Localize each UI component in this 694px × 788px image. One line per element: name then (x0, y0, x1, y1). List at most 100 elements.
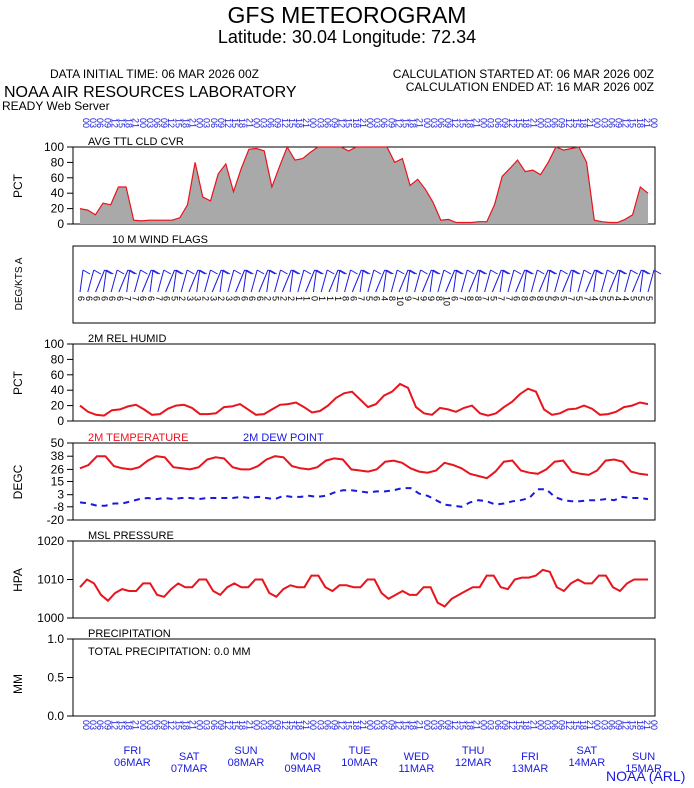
bottom-hour-label: 06 (209, 720, 219, 730)
page-title: GFS METEOROGRAM (227, 2, 467, 28)
wind-barb-flag (150, 269, 159, 275)
wind-speed-label: 6 (551, 296, 561, 301)
wind-speed-label: 2 (216, 296, 226, 301)
top-hour-label: 09 (500, 118, 510, 128)
top-hour-label: 18 (408, 118, 418, 128)
top-hour-label: 00 (592, 118, 602, 128)
wind-barb-flag (314, 269, 322, 275)
wind-barb-staff (445, 269, 456, 293)
wind-speed-label: 5 (644, 296, 654, 301)
wind-barb-staff (211, 269, 222, 293)
noaa-credit: NOAA (ARL) (606, 768, 686, 784)
bottom-hour-label: 00 (649, 720, 659, 730)
top-hour-label: 12 (337, 118, 347, 128)
pressure-line (79, 568, 648, 608)
day-name-label: FRI (124, 745, 142, 757)
wind-speed-label: 4 (590, 296, 600, 301)
wind-barb-flag (420, 269, 428, 275)
bottom-hour-label: 03 (543, 720, 553, 730)
wind-barb-staff (593, 269, 598, 293)
day-date-label: 10MAR (341, 757, 378, 769)
wind-barb-staff (523, 269, 528, 293)
wind-barb-staff (484, 269, 492, 293)
wind-barb-flag (431, 269, 439, 275)
temp-ylabel: DEGC (11, 464, 25, 499)
wind-barb-staff (204, 269, 211, 293)
pressure-yticks: 1000 1010 1020 (37, 534, 73, 625)
top-hour-label: 12 (280, 118, 290, 128)
wind-speed-labels: 6666667766765233232366662522110111867564… (76, 296, 654, 306)
wind-speed-label: 8 (341, 296, 351, 301)
wind-barb-staff (219, 269, 224, 293)
wind-barb-flag (630, 269, 638, 275)
top-hour-label: 15 (230, 118, 240, 128)
top-hour-label: 21 (472, 118, 482, 128)
temp-tick-label: 26 (51, 462, 65, 476)
wind-speed-label: 2 (286, 296, 296, 301)
bottom-hour-label: 06 (95, 720, 105, 730)
wind-barb-staff (172, 269, 177, 293)
wind-barb-flag (339, 269, 348, 275)
wind-barb-staff (188, 269, 199, 293)
wind-speed-label: 5 (558, 296, 568, 301)
wind-barb-flag (221, 269, 229, 275)
top-hour-label: 06 (379, 118, 389, 128)
bottom-hour-label: 06 (152, 720, 162, 730)
wind-barb-flag (199, 269, 207, 275)
wind-barb-staff (149, 269, 154, 293)
wind-barb-flag (197, 269, 206, 275)
rh-tick-label: 100 (44, 337, 64, 351)
day-date-label: 07MAR (171, 763, 208, 775)
precip-panel-title: PRECIPITATION (88, 628, 171, 640)
day-name-label: SAT (577, 745, 598, 757)
top-hour-label: 09 (102, 118, 112, 128)
wind-speed-label: 7 (504, 296, 514, 301)
pressure-tick-label: 1000 (37, 611, 64, 625)
wind-barb-staff (336, 269, 341, 293)
bottom-hour-label: 15 (571, 720, 581, 730)
wind-barb-flag (572, 269, 581, 275)
bottom-hour-label: 21 (188, 720, 198, 730)
bottom-hour-label: 21 (358, 720, 368, 730)
bottom-hour-label: 00 (138, 720, 148, 730)
wind-speed-label: 6 (138, 296, 148, 301)
wind-barb-flag (596, 269, 604, 275)
top-hour-label: 00 (81, 118, 91, 128)
bottom-hour-label: 15 (230, 720, 240, 730)
bottom-hour-label: 09 (614, 720, 624, 730)
bottom-hour-label: 21 (415, 720, 425, 730)
wind-speed-label: 7 (356, 296, 366, 301)
top-hour-label: 21 (301, 118, 311, 128)
wind-speed-label: 5 (628, 296, 638, 301)
bottom-hour-label: 00 (251, 720, 261, 730)
temp-tick-label: -8 (53, 500, 64, 514)
top-hour-label: 18 (180, 118, 190, 128)
wind-speed-label: 1 (302, 296, 312, 301)
precipitation-panel: PRECIPITATION TOTAL PRECIPITATION: 0.0 M… (11, 628, 656, 723)
wind-speed-label: 6 (107, 296, 117, 301)
day-date-label: 06MAR (114, 757, 151, 769)
top-hour-label: 03 (599, 118, 609, 128)
temp-tick-label: 3 (57, 488, 64, 502)
wind-barb-staff (569, 269, 574, 293)
wind-barb-staff (196, 269, 201, 293)
bottom-hour-label: 21 (642, 720, 652, 730)
wind-speed-label: 5 (543, 296, 553, 301)
top-hour-label: 03 (429, 118, 439, 128)
wind-speed-label: 7 (481, 296, 491, 301)
wind-speed-label: 1 (333, 296, 343, 301)
top-hour-label: 21 (244, 118, 254, 128)
cloud-panel-title: AVG TTL CLD CVR (88, 136, 184, 148)
top-hour-label: 15 (514, 118, 524, 128)
wind-barb-staff (79, 269, 84, 293)
rh-line (79, 382, 649, 417)
wind-speed-label: 5 (488, 296, 498, 301)
wind-speed-label: 9 (403, 296, 413, 301)
cloud-tick-label: 100 (44, 140, 64, 154)
top-hour-label: 09 (330, 118, 340, 128)
wind-barb-flag (186, 269, 195, 275)
pressure-panel-title: MSL PRESSURE (88, 530, 174, 542)
bottom-hour-label: 09 (386, 720, 396, 730)
wind-barb-staff (312, 269, 317, 293)
